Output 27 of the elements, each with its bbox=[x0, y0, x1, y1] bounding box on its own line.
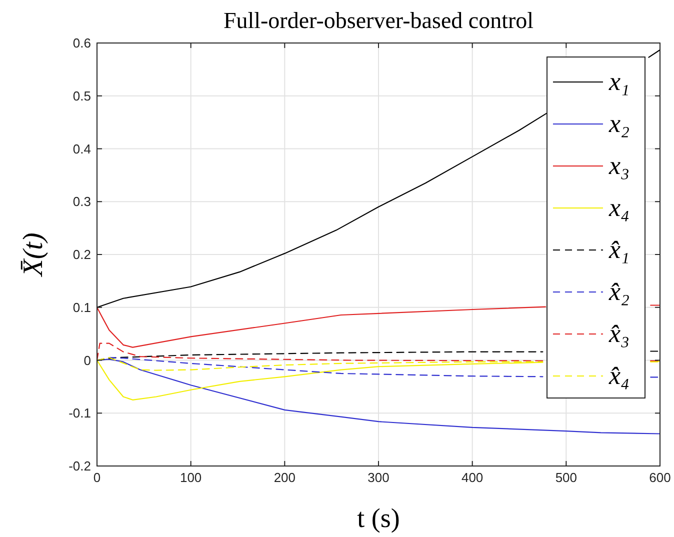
legend-label: x̂₂ bbox=[608, 277, 630, 306]
legend-label: x₄ bbox=[608, 193, 630, 222]
legend-label: x₂ bbox=[608, 109, 630, 138]
x-tick-label: 400 bbox=[461, 470, 484, 485]
y-tick-label: -0.2 bbox=[68, 458, 91, 474]
x-tick-label: 200 bbox=[274, 470, 296, 485]
x-tick-label: 600 bbox=[649, 470, 671, 485]
y-tick-label: 0.5 bbox=[72, 88, 91, 104]
x-tick-label: 500 bbox=[555, 470, 578, 485]
y-tick-label: 0.1 bbox=[72, 300, 91, 315]
y-tick-label: 0.2 bbox=[72, 247, 91, 262]
y-tick-label: 0.4 bbox=[72, 141, 91, 156]
y-tick-label: 0 bbox=[84, 352, 91, 368]
chart-title: Full-order-observer-based control bbox=[223, 8, 534, 33]
y-axis-title: X̄(t) bbox=[18, 232, 49, 278]
legend-label: x̂₁ bbox=[608, 235, 630, 264]
legend-label: x̂₄ bbox=[608, 361, 630, 390]
legend-label: x̂₃ bbox=[608, 319, 630, 348]
legend-label: x₁ bbox=[608, 67, 630, 96]
legend-label: x₃ bbox=[608, 151, 630, 180]
y-tick-label: -0.1 bbox=[68, 406, 91, 421]
x-tick-label: 300 bbox=[368, 470, 390, 485]
y-tick-label: 0.3 bbox=[72, 194, 91, 210]
x-tick-label: 0 bbox=[93, 470, 101, 485]
y-tick-label: 0.6 bbox=[72, 36, 91, 50]
x-tick-label: 100 bbox=[180, 470, 202, 485]
x-axis-title: t (s) bbox=[357, 503, 400, 533]
